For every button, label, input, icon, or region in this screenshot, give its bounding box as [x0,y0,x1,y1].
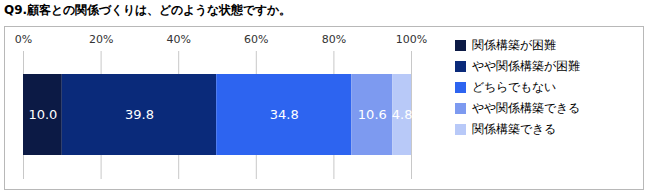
html-text:関係構築が困難: 関係構築が困難 [472,38,556,52]
html-text:どちらでもない: どちらでもない [472,80,556,94]
svg-text:20%: 20% [89,33,113,46]
svg-text:80%: 80% [322,33,346,46]
svg-text:10.6: 10.6 [358,107,387,122]
svg-text:10.0: 10.0 [28,107,57,122]
html-text:やや関係構築できる: やや関係構築できる [472,101,580,115]
svg-text:34.8: 34.8 [270,107,299,122]
svg-text:60%: 60% [244,33,268,46]
svg-text:100%: 100% [396,33,427,46]
svg-text:0%: 0% [15,33,32,46]
html-text:やや関係構築が困難: やや関係構築が困難 [472,59,580,73]
html-text:関係構築できる: 関係構築できる [472,122,556,136]
svg-text:40%: 40% [166,33,190,46]
svg-text:4.8: 4.8 [392,107,413,122]
svg-text:39.8: 39.8 [125,107,154,122]
html-text:Q9.顧客との関係づくりは、どのような状態ですか。: Q9.顧客との関係づくりは、どのような状態ですか。 [4,3,292,17]
